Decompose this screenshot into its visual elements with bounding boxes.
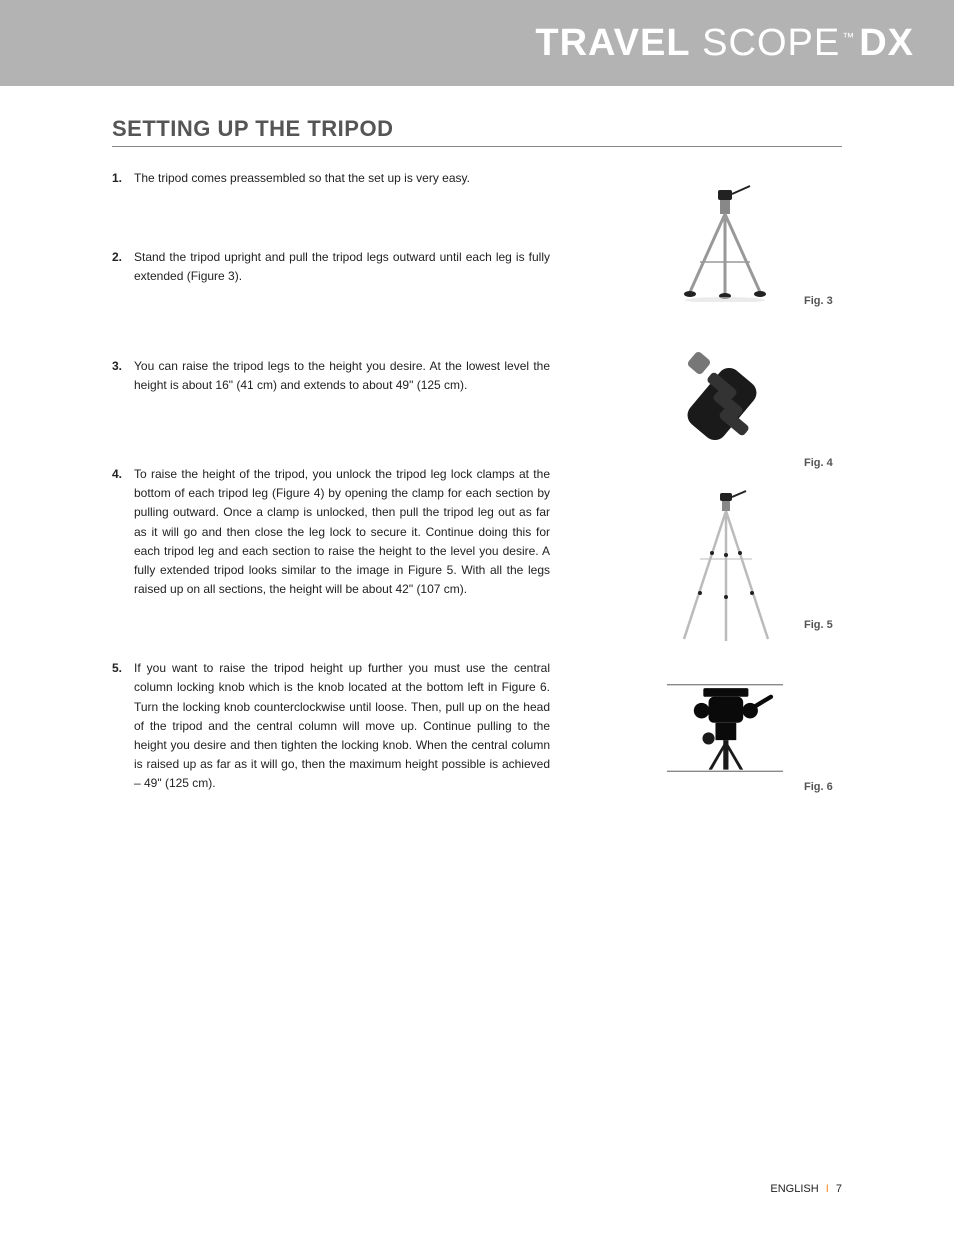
figure-block: Fig. 5 bbox=[660, 501, 842, 631]
footer-separator: I bbox=[826, 1183, 829, 1195]
step-number: 5. bbox=[112, 659, 134, 793]
section-title: SETTING UP THE TRIPOD bbox=[112, 116, 842, 147]
step-number: 2. bbox=[112, 248, 134, 286]
footer-language: ENGLISH bbox=[770, 1183, 818, 1195]
step-text: The tripod comes preassembled so that th… bbox=[134, 169, 550, 188]
figure-label: Fig. 6 bbox=[804, 781, 842, 793]
tripod-extended-icon bbox=[660, 501, 790, 631]
figure-label: Fig. 3 bbox=[804, 295, 842, 307]
step-item: 4. To raise the height of the tripod, yo… bbox=[112, 465, 550, 599]
steps-column: 1. The tripod comes preassembled so that… bbox=[112, 169, 550, 825]
leg-lock-icon bbox=[660, 339, 790, 469]
brand-word-2: SCOPE bbox=[691, 22, 841, 64]
tripod-head-icon bbox=[660, 663, 790, 793]
figure-block: Fig. 3 bbox=[660, 177, 842, 307]
step-number: 4. bbox=[112, 465, 134, 599]
figure-label: Fig. 4 bbox=[804, 457, 842, 469]
brand-word-3: DX bbox=[859, 22, 914, 64]
step-item: 5. If you want to raise the tripod heigh… bbox=[112, 659, 550, 793]
footer-page-number: 7 bbox=[836, 1183, 842, 1195]
figure-label: Fig. 5 bbox=[804, 619, 842, 631]
page-footer: ENGLISH I 7 bbox=[770, 1183, 842, 1195]
step-text: Stand the tripod upright and pull the tr… bbox=[134, 248, 550, 286]
step-item: 2. Stand the tripod upright and pull the… bbox=[112, 248, 550, 286]
figures-column: Fig. 3 Fig. 4 bbox=[580, 169, 842, 825]
tripod-short-icon bbox=[660, 177, 790, 307]
page-content: SETTING UP THE TRIPOD 1. The tripod come… bbox=[0, 86, 954, 825]
header-bar: TRAVEL SCOPE™ DX bbox=[0, 0, 954, 86]
step-number: 1. bbox=[112, 169, 134, 188]
brand-title: TRAVEL SCOPE™ DX bbox=[535, 22, 914, 65]
step-text: If you want to raise the tripod height u… bbox=[134, 659, 550, 793]
step-number: 3. bbox=[112, 357, 134, 395]
brand-tm: ™ bbox=[842, 30, 855, 44]
step-item: 1. The tripod comes preassembled so that… bbox=[112, 169, 550, 188]
step-item: 3. You can raise the tripod legs to the … bbox=[112, 357, 550, 395]
two-column-layout: 1. The tripod comes preassembled so that… bbox=[112, 169, 842, 825]
figure-block: Fig. 6 bbox=[660, 663, 842, 793]
brand-word-1: TRAVEL bbox=[535, 22, 690, 64]
figure-block: Fig. 4 bbox=[660, 339, 842, 469]
step-text: To raise the height of the tripod, you u… bbox=[134, 465, 550, 599]
step-text: You can raise the tripod legs to the hei… bbox=[134, 357, 550, 395]
